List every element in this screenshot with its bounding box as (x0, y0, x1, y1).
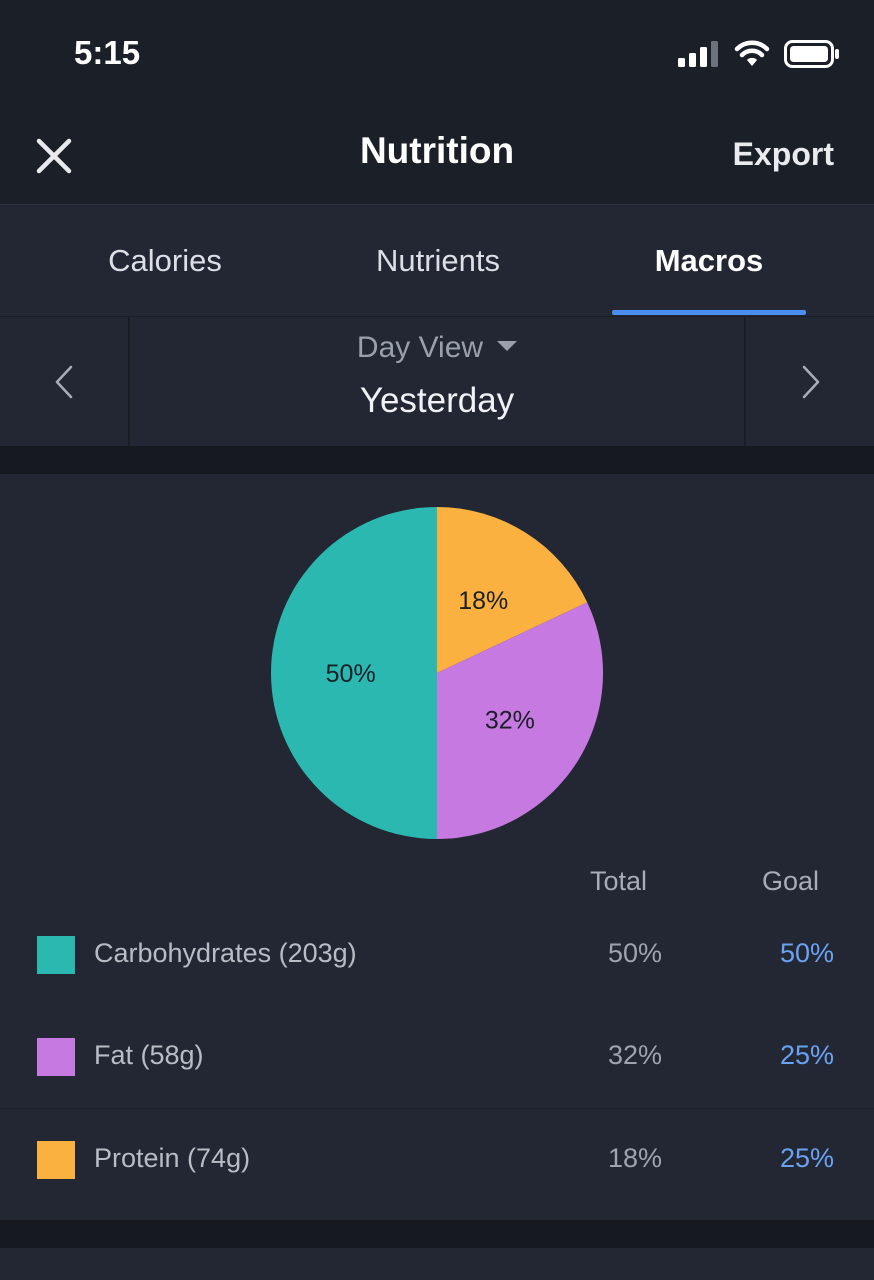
bottom-separator (0, 1220, 874, 1248)
macro-goal: 25% (779, 1040, 834, 1070)
macro-label: Carbohydrates (203g) (94, 938, 357, 968)
previous-day-button[interactable] (0, 317, 130, 446)
pie-svg: 18% 32% 50% (271, 507, 603, 839)
close-button[interactable] (30, 132, 78, 180)
battery-icon (784, 40, 839, 68)
total-column-header: Total (590, 866, 648, 896)
close-icon (36, 138, 72, 174)
cellular-signal-icon (678, 41, 718, 67)
macro-total: 32% (607, 1040, 662, 1070)
legend-swatch (37, 1038, 75, 1076)
tab-macros[interactable]: Macros (654, 242, 764, 278)
macro-total: 18% (607, 1143, 662, 1173)
macro-row-protein[interactable]: Protein (74g) 18% 25% (0, 1108, 874, 1211)
tab-nutrients[interactable]: Nutrients (375, 242, 501, 278)
day-view-label: Day View (356, 331, 484, 364)
caret-down-icon (497, 341, 518, 352)
day-center: Day View Yesterday (130, 317, 744, 446)
macro-row-fat[interactable]: Fat (58g) 32% 25% (0, 1006, 874, 1108)
section-separator (0, 446, 874, 474)
pie-label-fat: 32% (485, 706, 535, 734)
day-selector: Day View Yesterday (0, 317, 874, 446)
macro-label: Protein (74g) (94, 1143, 251, 1173)
pie-label-carbohydrates: 50% (326, 660, 376, 688)
status-bar: 5:15 (0, 0, 874, 110)
goal-column-header: Goal (762, 866, 820, 896)
macro-goal: 25% (779, 1143, 834, 1173)
wifi-icon (734, 40, 770, 66)
macros-pie-chart: 18% 32% 50% (270, 506, 604, 840)
pie-slice-fat (437, 602, 603, 839)
chevron-left-icon (55, 365, 73, 398)
next-day-button[interactable] (744, 317, 874, 446)
legend-swatch (37, 936, 75, 974)
active-tab-indicator (612, 310, 806, 315)
tab-bar: Calories Nutrients Macros (0, 205, 874, 317)
status-time: 5:15 (74, 34, 141, 71)
chevron-right-icon (802, 365, 820, 398)
nav-header: Nutrition Export (0, 110, 874, 205)
tab-calories[interactable]: Calories (108, 242, 222, 278)
selected-day-label: Yesterday (359, 381, 515, 420)
macro-goal: 50% (779, 938, 834, 968)
macro-total: 50% (607, 938, 662, 968)
pie-slice-carbohydrates (271, 507, 437, 839)
legend-swatch (37, 1141, 75, 1179)
macro-label: Fat (58g) (94, 1040, 204, 1070)
macros-panel: 18% 32% 50% Total Goal Carbohydrates (203g… (0, 474, 874, 1220)
macro-row-carbohydrates[interactable]: Carbohydrates (203g) 50% 50% (0, 904, 874, 1006)
day-view-dropdown[interactable]: Day View (130, 331, 744, 365)
pie-label-protein: 18% (458, 587, 508, 615)
export-button[interactable]: Export (732, 136, 834, 172)
next-panel-edge (0, 1248, 874, 1280)
pie-slice-protein (437, 507, 588, 673)
status-icons (678, 38, 840, 70)
